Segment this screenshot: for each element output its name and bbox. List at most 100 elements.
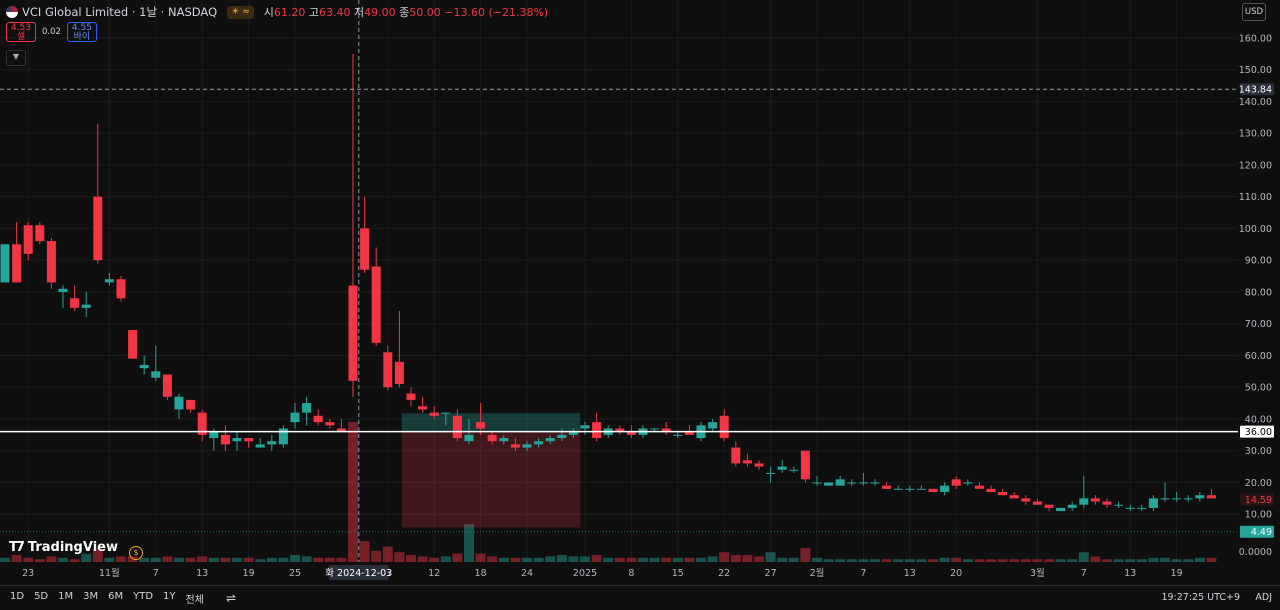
time-tick-label: 2월 [810,567,825,579]
spread-value: 0.02 [42,27,61,37]
candle [348,53,358,397]
calendar-range-icon[interactable]: ⇌ [225,591,236,605]
candle [487,431,497,445]
volume-bar [220,557,231,562]
tradingview-logo[interactable]: T7 TradingView [9,540,118,555]
candle-body [1137,507,1147,509]
volume-bar [684,557,695,562]
candle [916,485,926,490]
volume-bar [591,555,602,562]
marker-price-tag: 4.49 [1240,525,1274,538]
timeframe-button[interactable]: 1M [58,590,74,602]
timeframe-button[interactable]: 5D [34,590,49,602]
candle-body [998,492,1008,496]
candle [232,431,242,451]
candle [835,476,845,486]
candle-body [70,298,80,308]
candle [313,409,323,426]
candle [220,425,230,451]
candle [951,476,961,489]
candle [1148,495,1158,512]
candle-body [232,438,242,442]
candle-body [104,279,114,283]
volume-bar [382,546,393,562]
candle-body [1009,495,1019,499]
volume-bar [69,559,80,562]
candle [383,345,393,391]
candle-body [46,241,56,283]
candle [23,222,33,261]
time-tick-label: 22 [718,568,730,579]
candle [1009,492,1019,499]
candle [81,291,91,318]
candle-body [940,485,950,493]
volume-bar [510,557,521,562]
time-tick-label: 13 [196,568,208,579]
volume-bar [765,552,776,562]
buy-button[interactable]: 4.55 바이 [66,22,97,42]
candle-body [1044,504,1054,508]
time-tick-label: 18 [475,568,487,579]
candle [244,438,254,448]
currency-selector[interactable]: USD [1242,3,1266,21]
timeframe-button[interactable]: 6M [108,590,124,602]
candle [893,485,903,490]
volume-bar [858,559,869,562]
volume-bar [707,556,718,562]
volume-bar [904,559,915,562]
candle-body [882,485,892,489]
candle [812,476,822,486]
dividend-marker-icon[interactable]: $ [129,546,143,560]
candle [1056,507,1066,512]
adj-toggle[interactable]: ADJ [1255,592,1272,603]
price-axis[interactable]: 160.00 150.00 140.00 130.00 120.00 110.00 100.… [1239,0,1280,585]
time-axis[interactable]: 2311월71319256121824202581522272월713203월7… [22,565,1183,580]
candle-body [545,438,555,442]
timeframe-button[interactable]: 1D [10,590,25,602]
candle-body [1183,498,1193,500]
volume-bar [893,559,904,562]
candle-body [313,415,323,423]
sell-button[interactable]: 4.53 셀 [6,22,36,42]
volume-bar [951,557,962,562]
volume-bar [974,559,985,562]
candle-body [336,428,346,432]
quote-row: 4.53 셀 0.02 4.55 바이 [6,22,97,42]
price-tick-label: 50.00 [1245,383,1272,394]
candle [406,387,416,407]
volume-bar [394,552,405,562]
candle-body [684,431,694,435]
clock[interactable]: 19:27:25 UTC+9 [1161,592,1240,603]
volume-bar [1113,559,1124,562]
candle-body [812,482,822,484]
candle-body [615,428,625,432]
candle-body [267,441,277,445]
volume-bar [290,555,300,562]
volume-bar [498,557,509,562]
candle [394,310,404,388]
candle [429,406,439,419]
candle-body [719,415,729,439]
time-tick-label: 19 [243,568,255,579]
candle [70,285,80,311]
timeframe-button[interactable]: 1Y [163,590,176,602]
candle [522,441,532,451]
volume-bar [1194,557,1205,562]
timeframe-button[interactable]: 전체 [185,594,204,606]
timeframe-button[interactable]: YTD [133,590,154,602]
volume-bar [522,557,532,562]
volume-bar [197,556,208,562]
symbol-title[interactable]: VCI Global Limited · 1날 · NASDAQ [22,5,218,19]
candle-body [452,415,462,439]
timeframe-button[interactable]: 3M [83,590,99,602]
candle-body [522,444,532,448]
volume-bar [336,557,347,562]
candle-body [371,266,381,343]
market-status-badge[interactable]: ☀ ≈ [227,5,254,19]
candle-body [139,364,149,369]
chevron-down-icon[interactable]: ▼ [6,50,26,66]
volume-bar [1090,556,1101,562]
candle [777,460,787,473]
position-tool[interactable] [401,413,581,528]
